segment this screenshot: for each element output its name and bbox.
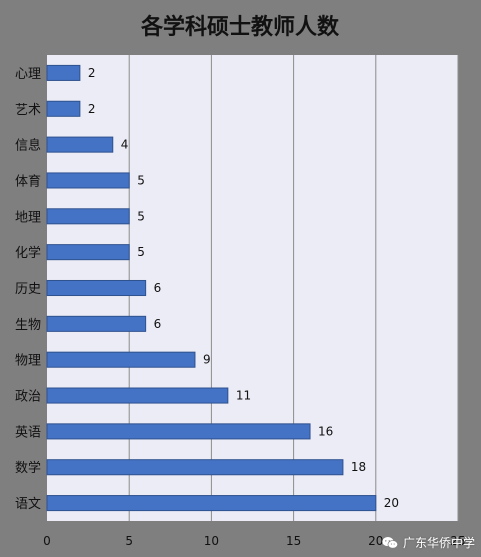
watermark-text: 广东华侨中学 — [402, 536, 475, 550]
bar — [46, 100, 81, 117]
bar — [46, 351, 196, 368]
data-label: 18 — [351, 460, 366, 474]
data-label: 11 — [236, 389, 251, 403]
data-label: 6 — [154, 281, 162, 295]
bar — [46, 208, 130, 225]
category-label: 体育 — [15, 173, 41, 189]
data-label: 5 — [137, 173, 145, 187]
data-label: 16 — [318, 424, 333, 438]
bar — [46, 279, 147, 297]
category-label: 信息 — [15, 138, 41, 154]
bar — [46, 136, 114, 153]
data-label: 9 — [203, 353, 211, 367]
bar — [46, 459, 344, 476]
bar — [46, 315, 147, 332]
data-label: 5 — [137, 245, 145, 259]
category-label: 生物 — [15, 318, 41, 333]
x-tick-label: 0 — [43, 534, 51, 548]
bar — [46, 423, 311, 440]
category-label: 历史 — [15, 282, 41, 297]
x-tick-label: 5 — [125, 534, 133, 548]
wechat-icon — [382, 536, 399, 549]
x-tick-labels: 0 5 10 15 20 25 — [43, 534, 465, 548]
bar — [46, 387, 229, 404]
category-label: 地理 — [15, 210, 41, 225]
category-label: 数学 — [15, 460, 41, 476]
data-label: 2 — [88, 102, 96, 116]
bar — [46, 172, 130, 189]
data-labels: 2 2 4 5 5 5 6 6 9 11 16 18 20 — [88, 66, 399, 510]
watermark: 广东华侨中学 — [381, 534, 475, 551]
category-label: 语文 — [15, 497, 41, 512]
data-label: 2 — [88, 66, 96, 80]
category-label: 心理 — [15, 67, 41, 82]
bar — [46, 244, 130, 261]
x-tick-label: 10 — [204, 534, 219, 548]
x-tick-label: 20 — [368, 534, 383, 548]
data-label: 5 — [137, 209, 145, 223]
category-label: 化学 — [15, 245, 41, 261]
data-label: 20 — [384, 496, 399, 510]
data-label: 4 — [121, 138, 129, 152]
chart-title: 各学科硕士教师人数 — [140, 14, 340, 40]
bars — [46, 64, 377, 512]
bar — [46, 64, 81, 81]
category-label: 英语 — [15, 425, 41, 440]
category-label: 物理 — [15, 354, 41, 369]
category-label: 艺术 — [15, 103, 41, 118]
x-tick-label: 25 — [450, 534, 465, 548]
x-tick-label: 15 — [286, 534, 301, 548]
bar — [46, 495, 377, 512]
category-label: 政治 — [15, 390, 41, 405]
data-label: 6 — [154, 317, 162, 331]
